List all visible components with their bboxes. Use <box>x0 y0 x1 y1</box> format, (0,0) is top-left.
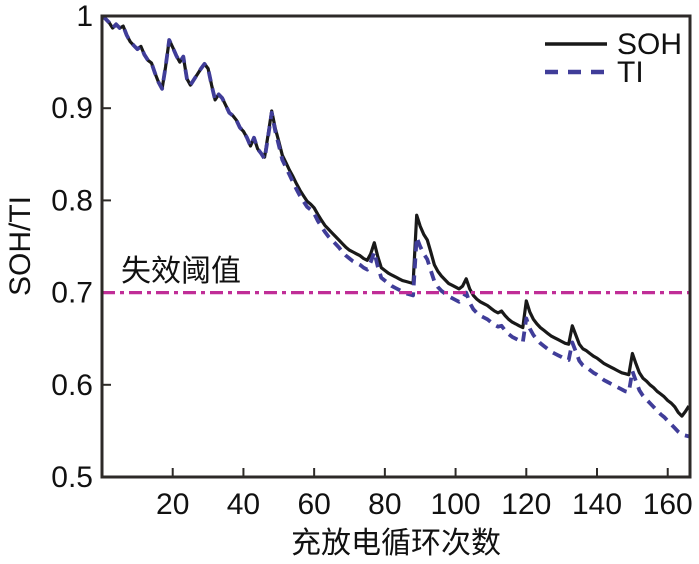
x-tick-label: 60 <box>297 488 330 521</box>
legend-label-soh: SOH <box>617 28 682 61</box>
y-tick-label: 0.7 <box>51 277 93 310</box>
x-tick-label: 40 <box>227 488 260 521</box>
plot-border <box>100 14 692 479</box>
x-tick-label: 120 <box>501 488 551 521</box>
x-axis-label: 充放电循环次数 <box>291 527 501 560</box>
x-tick-label: 100 <box>431 488 481 521</box>
x-tick-label: 20 <box>156 488 189 521</box>
legend-label-ti: TI <box>617 56 644 89</box>
x-tick-label: 160 <box>643 488 693 521</box>
y-tick-label: 0.6 <box>51 369 93 402</box>
y-tick-label: 0.9 <box>51 92 93 125</box>
y-tick-label: 0.8 <box>51 184 93 217</box>
soh-line <box>102 14 691 418</box>
y-tick-label: 1 <box>76 0 93 33</box>
y-axis-label: SOH/TI <box>4 196 37 296</box>
x-tick-label: 80 <box>368 488 401 521</box>
ti-line <box>102 14 690 439</box>
x-tick-label: 140 <box>572 488 622 521</box>
y-tick-label: 0.5 <box>51 461 93 494</box>
threshold-label: 失效阈值 <box>121 255 241 288</box>
axis-ticks: 20 40 60 80 100 120 140 160 1 0.9 0.8 0.7 0.6 0.5 <box>51 0 692 521</box>
series-layer <box>102 14 691 439</box>
